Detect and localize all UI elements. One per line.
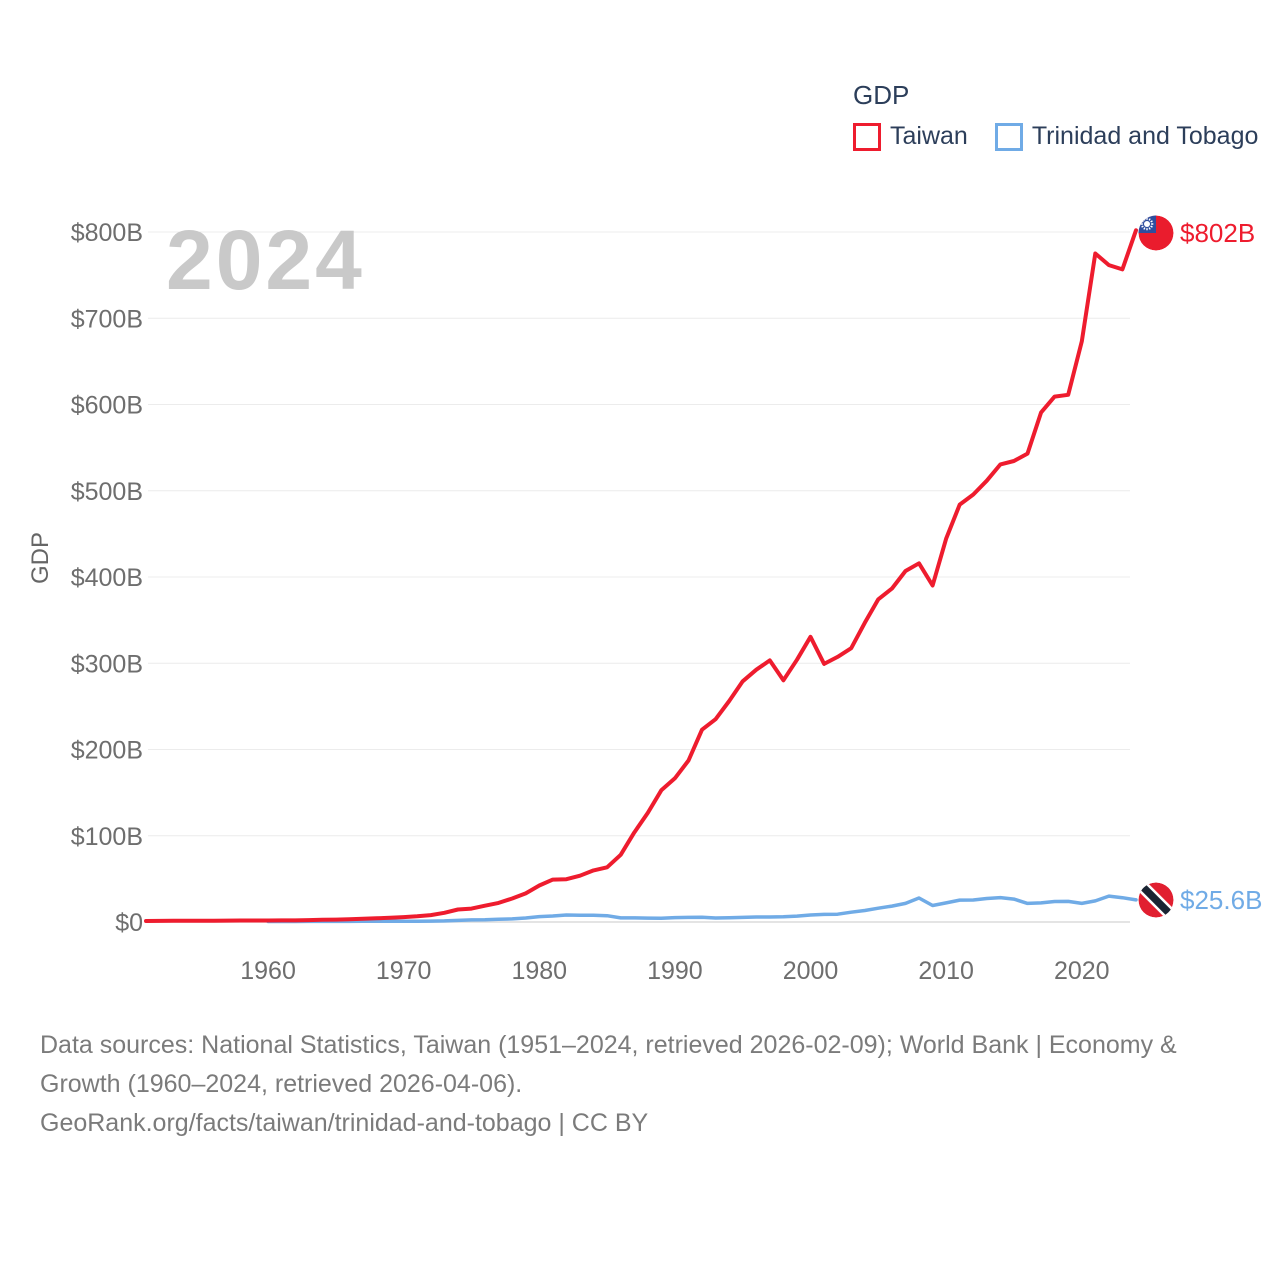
chart-legend: GDP Taiwan Trinidad and Tobago: [853, 80, 1258, 151]
trinidad-and-tobago-line[interactable]: [266, 894, 1138, 924]
x-tick-label: 2020: [1054, 957, 1110, 985]
taiwan-swatch-icon: [853, 122, 881, 151]
x-tick-label: 2010: [918, 957, 974, 985]
y-tick-label: $500B: [71, 478, 143, 506]
trinidad-and-tobago-flag-icon: [1138, 882, 1174, 918]
taiwan-flag-icon: [1138, 215, 1174, 251]
legend-items: Taiwan Trinidad and Tobago: [853, 122, 1258, 151]
trinidad-and-tobago-end-label: $25.6B: [1138, 882, 1262, 918]
y-tick-label: $0: [115, 909, 143, 937]
footer-line-1: Data sources: National Statistics, Taiwa…: [40, 1031, 1177, 1059]
legend-item-trinidad-and-tobago[interactable]: Trinidad and Tobago: [994, 122, 1259, 151]
taiwan-end-label: $802B: [1138, 215, 1255, 251]
trinidad-and-tobago-end-value: $25.6B: [1180, 884, 1263, 915]
footer-line-3: GeoRank.org/facts/taiwan/trinidad-and-to…: [40, 1109, 649, 1137]
x-tick-label: 1990: [647, 957, 703, 985]
x-tick-label: 1970: [376, 957, 432, 985]
y-tick-label: $700B: [71, 305, 143, 333]
legend-label-taiwan: Taiwan: [890, 122, 968, 150]
legend-title: GDP: [853, 80, 910, 110]
x-tick-label: 2000: [783, 957, 839, 985]
y-tick-label: $100B: [71, 823, 143, 851]
attribution-footer: Data sources: National Statistics, Taiwa…: [40, 1026, 1177, 1143]
y-tick-label: $600B: [71, 392, 143, 420]
y-tick-label: $400B: [71, 564, 143, 592]
trinidad-and-tobago-swatch-icon: [994, 122, 1023, 151]
legend-label-trinidad-and-tobago: Trinidad and Tobago: [1031, 122, 1259, 150]
y-tick-label: $300B: [71, 650, 143, 678]
taiwan-line[interactable]: [144, 228, 1138, 923]
y-tick-label: $800B: [71, 219, 143, 247]
x-tick-label: 1980: [511, 957, 567, 985]
footer-line-2: Growth (1960–2024, retrieved 2026-04-06)…: [40, 1070, 523, 1098]
y-axis-title: GDP: [27, 531, 54, 585]
x-tick-label: 1960: [240, 957, 296, 985]
y-tick-label: $200B: [71, 737, 143, 765]
taiwan-end-value: $802B: [1180, 217, 1256, 248]
legend-item-taiwan[interactable]: Taiwan: [853, 122, 968, 151]
